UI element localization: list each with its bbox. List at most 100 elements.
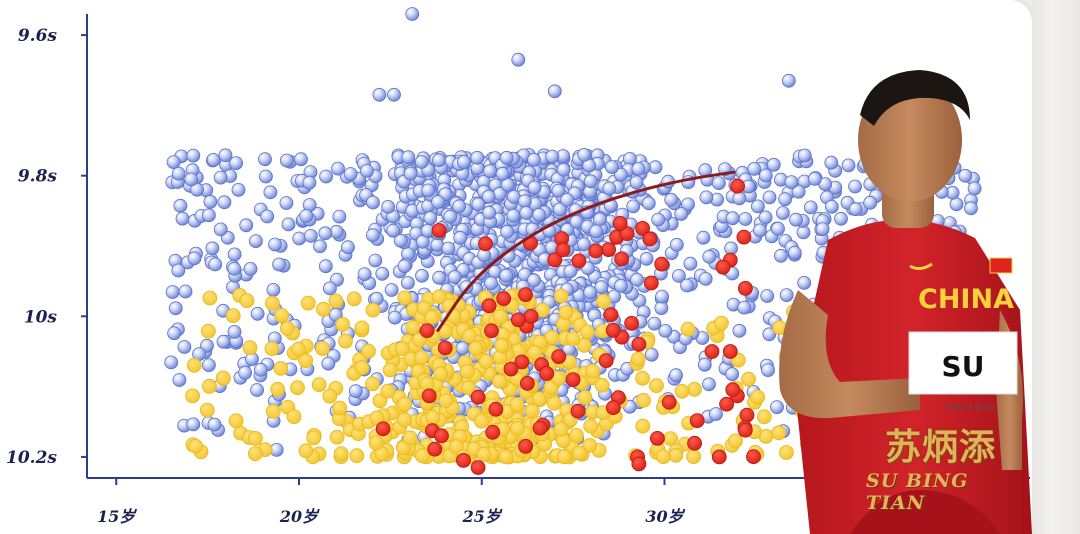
yellow-point — [315, 341, 330, 356]
blue-point — [556, 162, 571, 177]
highlight-point — [437, 340, 453, 356]
yellow-point — [264, 295, 280, 311]
blue-point — [774, 248, 788, 263]
highlight-point — [518, 438, 533, 454]
blue-point — [239, 218, 254, 233]
blue-point — [206, 152, 221, 167]
red-point — [614, 251, 630, 267]
yellow-point — [478, 353, 494, 369]
blue-point — [655, 289, 669, 304]
blue-point — [187, 251, 202, 266]
yellow-point — [298, 353, 314, 369]
blue-point — [250, 306, 265, 321]
blue-point — [294, 152, 308, 167]
red-point — [518, 287, 533, 303]
blue-point — [302, 175, 317, 190]
yellow-point — [473, 413, 489, 429]
highlight-point — [434, 428, 449, 444]
yellow-point — [247, 430, 263, 446]
yellow-point — [394, 341, 410, 357]
blue-point — [761, 363, 775, 378]
blue-point — [698, 271, 713, 286]
athlete-name-en: SU BING TIAN — [866, 470, 969, 514]
blue-point — [732, 323, 747, 338]
blue-point — [779, 288, 794, 303]
blue-point — [292, 231, 307, 246]
blue-point — [368, 253, 383, 268]
blue-point — [787, 245, 802, 260]
yellow-point — [349, 448, 365, 464]
highlight-point — [405, 7, 420, 21]
highlight-point — [470, 389, 486, 405]
blue-point — [393, 233, 408, 248]
blue-point — [360, 164, 374, 178]
yellow-point — [414, 448, 430, 464]
yellow-point — [361, 343, 376, 359]
blue-point — [583, 285, 597, 300]
blue-point — [545, 149, 560, 164]
yellow-point — [264, 341, 280, 357]
highlight-point — [642, 231, 658, 247]
blue-point — [218, 148, 233, 163]
blue-point — [641, 196, 656, 211]
yellow-point — [558, 305, 574, 320]
yellow-point — [498, 449, 514, 465]
yellow-point — [524, 403, 540, 419]
blue-point — [456, 155, 471, 169]
bib-text: SU — [942, 350, 985, 383]
blue-point — [365, 228, 380, 243]
blue-point — [384, 283, 399, 297]
red-point — [523, 308, 539, 324]
highlight-point — [375, 421, 391, 437]
blue-point — [386, 223, 401, 238]
blue-point — [672, 268, 686, 283]
red-point — [547, 252, 563, 268]
blue-point — [499, 268, 514, 283]
yellow-point — [247, 446, 263, 462]
blue-point — [527, 273, 541, 288]
blue-point — [348, 384, 363, 399]
blue-point — [453, 230, 468, 245]
yellow-point — [779, 445, 794, 460]
blue-point — [762, 190, 777, 205]
blue-point — [758, 210, 773, 225]
blue-point — [964, 201, 978, 216]
blue-point — [614, 167, 628, 182]
yellow-point — [382, 362, 398, 378]
yellow-point — [448, 439, 464, 455]
blue-point — [500, 224, 515, 239]
blue-point — [681, 197, 695, 212]
blue-point — [455, 341, 470, 356]
blue-point — [171, 263, 186, 278]
blue-point — [527, 180, 542, 195]
red-point — [520, 375, 535, 391]
yellow-point — [202, 290, 218, 306]
red-point — [555, 242, 571, 258]
blue-point — [697, 357, 712, 372]
red-point — [532, 420, 548, 436]
yellow-point — [185, 388, 201, 404]
blue-point — [848, 179, 862, 194]
blue-point — [797, 275, 812, 290]
blue-point — [208, 257, 223, 272]
blue-point — [725, 367, 740, 382]
blue-point — [415, 268, 429, 283]
x-tick-label: 25岁 — [462, 507, 503, 526]
yellow-point — [291, 341, 306, 357]
yellow-point — [368, 435, 384, 451]
blue-point — [563, 264, 578, 279]
blue-point — [626, 199, 641, 214]
blue-point — [680, 278, 694, 293]
blue-point — [201, 358, 216, 373]
blue-point — [321, 356, 336, 371]
red-point — [427, 441, 443, 457]
athlete-photo: SU TOKYO 2020 CHINA — [779, 70, 1032, 534]
athlete-name-cn: 苏炳添 — [885, 426, 997, 468]
blue-point — [789, 212, 803, 227]
blue-point — [243, 261, 258, 276]
blue-point — [175, 211, 190, 226]
y-tick-label: 9.8s — [18, 167, 58, 187]
yellow-point — [771, 425, 787, 441]
highlight-point — [485, 424, 501, 440]
highlight-point — [605, 322, 621, 338]
